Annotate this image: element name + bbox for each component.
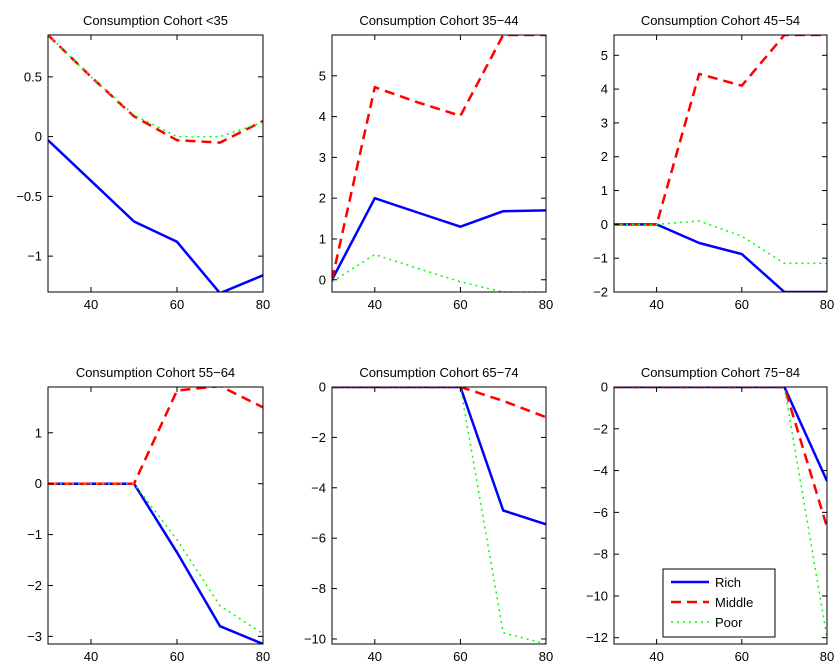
y-tick-label: −1 — [27, 249, 42, 264]
y-tick-label: −6 — [593, 505, 608, 520]
legend-label-poor: Poor — [715, 615, 743, 630]
y-tick-label: −2 — [593, 285, 608, 300]
y-tick-label: −0.5 — [16, 189, 42, 204]
y-tick-label: −8 — [593, 547, 608, 562]
y-tick-label: −1 — [593, 251, 608, 266]
y-tick-label: 3 — [601, 115, 608, 130]
x-tick-label: 80 — [820, 297, 834, 312]
series-line-rich — [332, 196, 546, 281]
x-tick-label: 60 — [453, 649, 467, 664]
y-tick-label: 5 — [319, 68, 326, 83]
x-tick-label: 80 — [539, 649, 553, 664]
x-tick-label: 60 — [170, 649, 184, 664]
subplot-title: Consumption Cohort 65−74 — [359, 365, 518, 380]
axes-box — [331, 34, 547, 293]
series-line-rich — [332, 387, 546, 526]
legend-box — [662, 568, 776, 638]
y-tick-label: 5 — [601, 48, 608, 63]
y-tick-label: 3 — [319, 150, 326, 165]
y-tick-label: 4 — [601, 82, 608, 97]
y-tick-label: −2 — [27, 578, 42, 593]
y-tick-label: 2 — [319, 191, 326, 206]
x-tick-label: 60 — [735, 649, 749, 664]
subplot-1: 40 60 80 −1 −0.5 0 0.5 Consumption Cohort <35 — [16, 13, 270, 312]
y-tick-label: 0 — [601, 217, 608, 232]
series-line-middle — [48, 387, 263, 485]
y-tick-label: 1 — [601, 183, 608, 198]
series-line-middle — [332, 35, 546, 281]
y-tick-label: 0 — [319, 272, 326, 287]
y-tick-label: −4 — [593, 463, 608, 478]
y-tick-label: 1 — [35, 425, 42, 440]
series-line-poor — [48, 482, 263, 635]
x-tick-label: 40 — [649, 649, 663, 664]
subplot-4: 40 60 80 −3 −2 −1 0 1 Consumption Cohort 55−64 — [27, 365, 270, 664]
series-line-poor — [332, 253, 546, 292]
subplot-3: 40 60 80 −2 −1 0 1 2 3 4 5 Consumption Cohort 45−54 — [593, 13, 834, 312]
subplot-title: Consumption Cohort 35−44 — [359, 13, 518, 28]
series-line-poor — [332, 387, 546, 644]
subplot-5: 40 60 80 −10 −8 −6 −4 −2 0 Consumption Cohort 65−… — [304, 365, 553, 664]
axes-box — [613, 34, 828, 293]
y-tick-label: −2 — [593, 421, 608, 436]
y-tick-label: 2 — [601, 149, 608, 164]
y-tick-label: −6 — [311, 531, 326, 546]
x-tick-label: 60 — [735, 297, 749, 312]
series-line-poor — [614, 220, 827, 265]
axes-box — [613, 386, 828, 645]
y-tick-label: −10 — [586, 588, 608, 603]
y-tick-label: −1 — [27, 527, 42, 542]
series-line-middle — [332, 387, 546, 419]
axes-box — [47, 386, 264, 645]
x-tick-label: 80 — [539, 297, 553, 312]
y-tick-label: 4 — [319, 109, 326, 124]
y-tick-label: −8 — [311, 581, 326, 596]
subplot-title: Consumption Cohort 55−64 — [76, 365, 235, 380]
y-tick-label: −2 — [311, 430, 326, 445]
y-tick-label: 0 — [35, 476, 42, 491]
y-tick-label: 0 — [601, 380, 608, 395]
series-line-rich — [614, 223, 827, 292]
x-tick-label: 80 — [256, 649, 270, 664]
axes-box — [47, 34, 264, 293]
y-tick-label: −4 — [311, 480, 326, 495]
x-tick-label: 80 — [256, 297, 270, 312]
subplot-6: 40 60 80 −12 −10 −8 −6 −4 −2 0 Consumption Cohort … — [586, 365, 834, 664]
series-line-rich — [48, 482, 263, 644]
series-line-rich — [48, 139, 263, 292]
legend-label-rich: Rich — [715, 575, 741, 590]
series-line-rich — [614, 387, 827, 482]
legend-label-middle: Middle — [715, 595, 753, 610]
y-tick-label: −10 — [304, 631, 326, 646]
x-tick-label: 40 — [368, 297, 382, 312]
series-line-middle — [614, 387, 827, 528]
series-line-poor — [48, 35, 263, 138]
series-line-middle — [48, 35, 263, 144]
subplot-2: 40 60 80 0 1 2 3 4 5 Consumption Cohort 35−44 — [319, 13, 553, 312]
axes-box — [331, 386, 547, 645]
x-tick-label: 80 — [820, 649, 834, 664]
subplot-title: Consumption Cohort 45−54 — [641, 13, 800, 28]
subplot-title: Consumption Cohort 75−84 — [641, 365, 800, 380]
x-tick-label: 60 — [453, 297, 467, 312]
series-line-middle — [614, 35, 827, 226]
x-tick-label: 40 — [649, 297, 663, 312]
y-tick-label: −3 — [27, 629, 42, 644]
y-tick-label: −12 — [586, 630, 608, 645]
y-tick-label: 1 — [319, 231, 326, 246]
x-tick-label: 40 — [84, 649, 98, 664]
x-tick-label: 40 — [84, 297, 98, 312]
x-tick-label: 60 — [170, 297, 184, 312]
subplot-title: Consumption Cohort <35 — [83, 13, 228, 28]
x-tick-label: 40 — [368, 649, 382, 664]
legend: Rich Middle Poor — [662, 568, 776, 638]
y-tick-label: 0 — [319, 380, 326, 395]
y-tick-label: 0.5 — [24, 69, 42, 84]
y-tick-label: 0 — [35, 129, 42, 144]
